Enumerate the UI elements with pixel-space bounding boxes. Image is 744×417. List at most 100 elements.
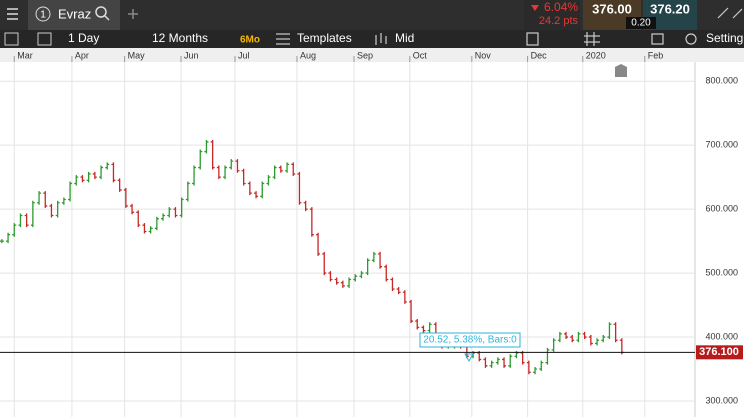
x-tick-label: Jun bbox=[184, 50, 199, 60]
price-bar bbox=[607, 322, 612, 340]
x-tick-label: Oct bbox=[413, 50, 428, 60]
price-bar bbox=[588, 335, 593, 346]
change-pct: 6.04% bbox=[544, 0, 578, 14]
price-bar bbox=[557, 331, 562, 343]
price-bar bbox=[55, 200, 60, 218]
price-bar bbox=[309, 207, 314, 237]
range[interactable]: 12 Months bbox=[152, 31, 208, 45]
price-bar bbox=[291, 162, 296, 176]
price-bar bbox=[136, 210, 141, 228]
price-bar bbox=[564, 331, 569, 340]
x-tick-label: Nov bbox=[475, 50, 492, 60]
price-bar bbox=[533, 367, 538, 375]
tab-badge bbox=[35, 6, 51, 22]
price-bar bbox=[161, 213, 166, 221]
last-price-box bbox=[696, 345, 743, 360]
change-pts: 24.2 pts bbox=[539, 15, 579, 27]
price-bar bbox=[24, 213, 29, 228]
price-bar bbox=[204, 139, 209, 154]
price-bar bbox=[297, 171, 302, 205]
price-bar bbox=[117, 178, 122, 192]
price-bar bbox=[254, 191, 259, 199]
x-tick-label: Jul bbox=[238, 50, 250, 60]
price-bar bbox=[148, 226, 153, 234]
price-bar bbox=[167, 207, 172, 218]
toolbar bbox=[0, 30, 744, 48]
price-bar bbox=[92, 171, 97, 180]
price-bar bbox=[340, 280, 345, 288]
price-bar bbox=[595, 338, 600, 346]
last-price-label: 376.100 bbox=[699, 346, 739, 358]
event-marker[interactable] bbox=[615, 64, 627, 77]
y-tick-label: 400.000 bbox=[705, 331, 738, 341]
price-bar bbox=[402, 290, 407, 304]
templates-icon bbox=[276, 33, 290, 45]
price-bar bbox=[111, 162, 116, 183]
price-bar bbox=[353, 274, 358, 282]
price-bar bbox=[328, 271, 333, 282]
y-tick-label: 600.000 bbox=[705, 203, 738, 213]
price-bar bbox=[347, 277, 352, 288]
price-bar bbox=[489, 360, 494, 368]
price-bar bbox=[421, 325, 426, 333]
y-tick-label: 700.000 bbox=[705, 140, 738, 150]
x-tick-label: Aug bbox=[300, 50, 316, 60]
x-axis-bar bbox=[0, 48, 744, 62]
price-bar bbox=[415, 319, 420, 330]
price-bar bbox=[278, 165, 283, 173]
add-tab[interactable] bbox=[128, 9, 138, 19]
price-bar bbox=[61, 197, 66, 205]
price-bar bbox=[142, 223, 147, 234]
menu-icon[interactable] bbox=[7, 8, 18, 20]
price-bar bbox=[266, 175, 271, 186]
price-bar bbox=[198, 149, 203, 170]
price-bar bbox=[365, 258, 370, 276]
expand-icon[interactable] bbox=[717, 7, 743, 19]
price-bar bbox=[123, 187, 128, 208]
price-bar bbox=[334, 277, 339, 285]
down-arrow bbox=[531, 5, 539, 11]
interval[interactable]: 1 Day bbox=[68, 31, 99, 45]
price-bar bbox=[192, 165, 197, 186]
layout-icon[interactable] bbox=[37, 32, 52, 46]
price-bar bbox=[105, 162, 110, 170]
price-bar bbox=[210, 139, 215, 170]
measure-pointer bbox=[464, 353, 474, 363]
price-bar bbox=[582, 331, 587, 340]
price-bar bbox=[216, 165, 221, 180]
templates[interactable]: Templates bbox=[297, 31, 352, 45]
price-bar bbox=[179, 197, 184, 218]
instrument-name: Evraz bbox=[58, 6, 91, 21]
range-badge[interactable]: 6Mo bbox=[240, 35, 260, 46]
spread: 0.20 bbox=[631, 18, 651, 29]
price-bar bbox=[613, 322, 618, 343]
x-tick-label: 2020 bbox=[586, 50, 606, 60]
price-bar bbox=[68, 181, 73, 202]
price-bar bbox=[229, 159, 234, 170]
price-type-icon bbox=[375, 33, 387, 45]
x-tick-label: May bbox=[128, 50, 146, 60]
price-bar bbox=[520, 351, 525, 365]
x-tick-label: Mar bbox=[17, 50, 33, 60]
price-type[interactable]: Mid bbox=[395, 31, 414, 45]
price-bar bbox=[539, 360, 544, 372]
x-tick-label: Dec bbox=[531, 50, 548, 60]
tool-icons[interactable] bbox=[526, 32, 697, 46]
price-bar bbox=[260, 181, 265, 199]
price-bar bbox=[173, 207, 178, 218]
price-bar bbox=[37, 191, 42, 205]
price-bar bbox=[359, 271, 364, 279]
list-icon[interactable] bbox=[4, 32, 19, 46]
price-bar bbox=[502, 357, 507, 368]
price-bar bbox=[12, 223, 17, 237]
x-tick-label: Apr bbox=[75, 50, 89, 60]
price-bar bbox=[99, 165, 104, 180]
price-bar bbox=[285, 162, 290, 173]
settings[interactable]: Setting bbox=[706, 31, 743, 45]
price-bar bbox=[130, 203, 135, 215]
price-bar bbox=[378, 251, 383, 269]
search-icon[interactable] bbox=[95, 6, 110, 21]
price-bar bbox=[576, 331, 581, 343]
tab-number: 1 bbox=[40, 10, 46, 21]
